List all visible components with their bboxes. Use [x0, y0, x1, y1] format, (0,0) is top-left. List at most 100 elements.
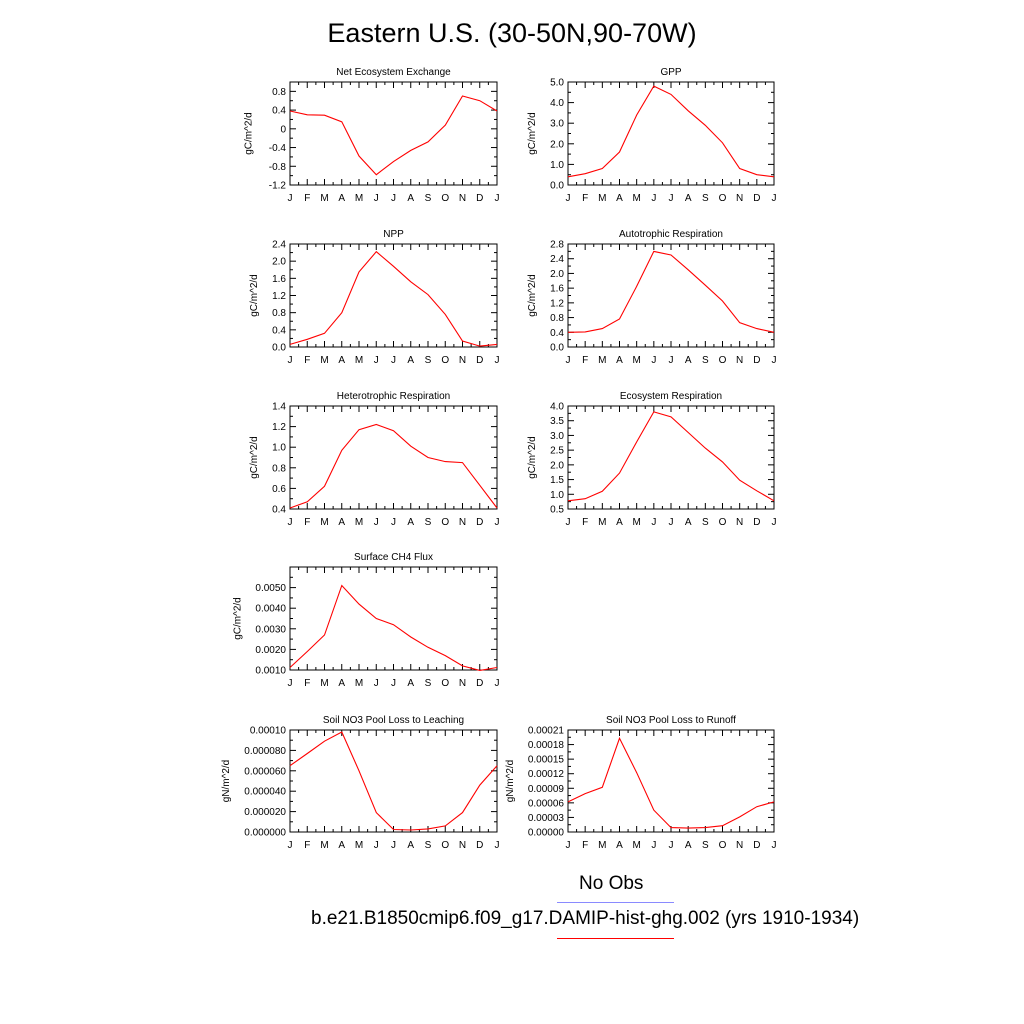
y-tick-label: 1.2	[550, 298, 564, 309]
x-tick-label: M	[355, 678, 363, 689]
x-tick-label: O	[719, 355, 727, 366]
x-tick-label: M	[598, 517, 606, 528]
x-tick-label: D	[753, 840, 760, 851]
x-tick-label: A	[338, 355, 345, 366]
y-tick-label: 3.5	[550, 416, 564, 427]
y-tick-label: 1.2	[272, 291, 286, 302]
x-tick-label: J	[566, 193, 571, 204]
x-tick-label: M	[598, 355, 606, 366]
series-line	[567, 736, 775, 829]
x-tick-label: J	[374, 355, 379, 366]
y-axis-label: gN/m^2/d	[505, 760, 516, 803]
y-tick-label: 0.00015	[528, 755, 565, 766]
y-tick-label: 2.0	[550, 269, 564, 280]
x-tick-label: M	[320, 517, 328, 528]
x-tick-label: J	[374, 840, 379, 851]
x-tick-label: J	[651, 517, 656, 528]
y-tick-label: 0.8	[272, 463, 286, 474]
y-tick-label: 5.0	[550, 78, 564, 89]
x-tick-label: J	[374, 193, 379, 204]
plot-title: Soil NO3 Pool Loss to Runoff	[606, 715, 736, 726]
x-tick-label: F	[582, 517, 588, 528]
y-axis-label: gC/m^2/d	[527, 274, 538, 317]
y-tick-label: 2.5	[550, 446, 564, 457]
y-axis-label: gC/m^2/d	[249, 274, 260, 317]
x-tick-label: A	[338, 517, 345, 528]
plot-title: Soil NO3 Pool Loss to Leaching	[323, 715, 464, 726]
y-tick-label: 0.4	[272, 505, 286, 516]
x-tick-label: J	[391, 517, 396, 528]
x-tick-label: S	[425, 355, 432, 366]
series-line	[289, 250, 498, 347]
plot-frame	[289, 566, 498, 671]
x-tick-label: D	[476, 193, 483, 204]
x-tick-label: J	[772, 840, 777, 851]
x-tick-label: S	[702, 355, 709, 366]
plot-title: Ecosystem Respiration	[620, 391, 722, 402]
x-tick-label: J	[651, 193, 656, 204]
plot-title: Autotrophic Respiration	[619, 229, 723, 240]
main-title: Eastern U.S. (30-50N,90-70W)	[327, 18, 697, 48]
x-tick-label: A	[338, 193, 345, 204]
x-tick-label: A	[407, 678, 414, 689]
y-tick-label: 2.4	[272, 240, 286, 251]
series-line	[289, 423, 498, 509]
x-tick-label: M	[632, 517, 640, 528]
y-tick-label: 0.0030	[255, 624, 286, 635]
x-tick-label: J	[566, 840, 571, 851]
x-tick-label: M	[598, 193, 606, 204]
y-tick-label: 2.0	[272, 257, 286, 268]
x-tick-label: N	[459, 840, 466, 851]
x-tick-label: J	[651, 355, 656, 366]
series-line	[289, 95, 498, 176]
y-tick-label: 0.0010	[255, 666, 286, 677]
plot-frame	[289, 243, 498, 348]
y-tick-label: -0.4	[269, 143, 287, 154]
x-tick-label: A	[338, 840, 345, 851]
y-tick-label: 0.0020	[255, 645, 286, 656]
series-line	[289, 731, 498, 831]
x-tick-label: O	[719, 840, 727, 851]
x-tick-label: M	[632, 355, 640, 366]
x-tick-label: M	[632, 193, 640, 204]
x-tick-label: J	[288, 355, 293, 366]
x-tick-label: M	[320, 193, 328, 204]
plot-title: Surface CH4 Flux	[354, 552, 433, 563]
y-tick-label: 0.4	[272, 325, 286, 336]
y-tick-label: 0.0	[550, 181, 564, 192]
y-tick-label: 1.0	[550, 490, 564, 501]
y-tick-label: 0.000040	[244, 787, 286, 798]
y-tick-label: -0.8	[269, 162, 287, 173]
y-tick-label: 1.5	[550, 475, 564, 486]
x-tick-label: O	[441, 678, 449, 689]
y-tick-label: 0.00003	[528, 813, 565, 824]
series-line	[289, 584, 498, 671]
y-tick-label: 0.0	[550, 343, 564, 354]
x-tick-label: F	[304, 355, 310, 366]
x-tick-label: S	[702, 840, 709, 851]
x-tick-label: J	[651, 840, 656, 851]
x-tick-label: N	[459, 678, 466, 689]
x-tick-label: F	[304, 193, 310, 204]
y-tick-label: 1.2	[272, 422, 286, 433]
y-tick-label: 0.00018	[528, 740, 565, 751]
x-tick-label: N	[459, 355, 466, 366]
y-tick-label: 0.4	[550, 328, 564, 339]
y-tick-label: 1.0	[550, 160, 564, 171]
x-tick-label: J	[495, 193, 500, 204]
x-tick-label: J	[669, 193, 674, 204]
y-axis-label: gC/m^2/d	[232, 597, 243, 640]
y-tick-label: 1.6	[272, 274, 286, 285]
plot-title: GPP	[660, 67, 681, 78]
x-tick-label: S	[702, 193, 709, 204]
x-tick-label: A	[616, 840, 623, 851]
y-tick-label: 0.00006	[528, 798, 565, 809]
